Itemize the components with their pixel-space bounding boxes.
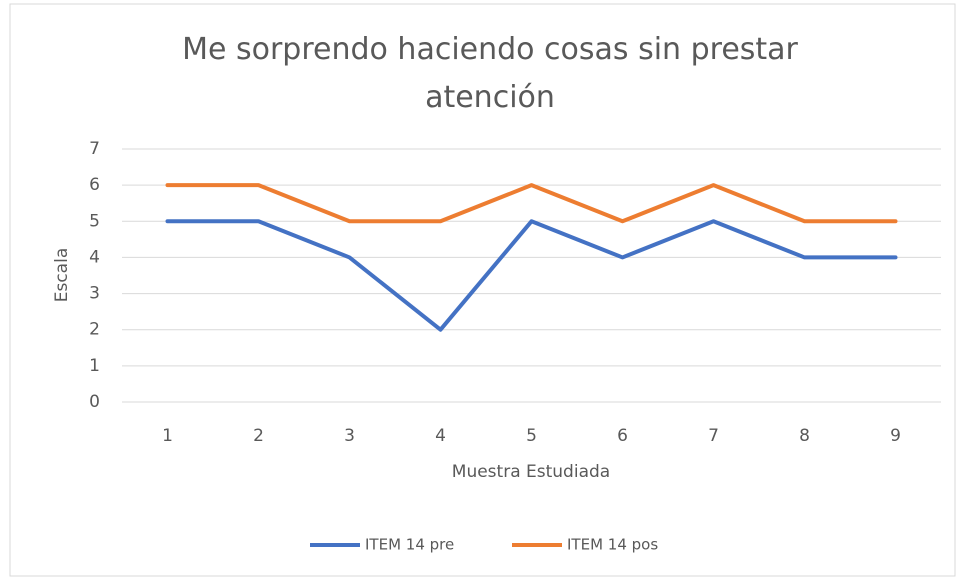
legend-label: ITEM 14 pre	[365, 536, 454, 554]
y-tick-label: 2	[89, 320, 100, 340]
x-axis-label: Muestra Estudiada	[452, 462, 610, 482]
x-tick-label: 8	[799, 426, 810, 446]
series-line	[165, 183, 898, 224]
chart-title: Me sorprendo haciendo cosas sin prestar …	[182, 32, 798, 115]
x-tick-label: 4	[435, 426, 446, 446]
x-tick-label: 3	[344, 426, 355, 446]
y-tick-label: 6	[89, 175, 100, 195]
y-tick-label: 7	[89, 139, 100, 159]
x-tick-label: 6	[617, 426, 628, 446]
series-line	[165, 219, 898, 332]
chart-border	[9, 3, 956, 577]
x-tick-label: 2	[253, 426, 264, 446]
x-tick-label: 7	[708, 426, 719, 446]
x-tick-label: 5	[526, 426, 537, 446]
legend-label: ITEM 14 pos	[567, 536, 658, 554]
y-tick-label: 3	[89, 284, 100, 304]
y-tick-label: 1	[89, 356, 100, 376]
y-axis-label: Escala	[52, 248, 72, 303]
x-tick-label: 1	[162, 426, 173, 446]
y-tick-label: 5	[89, 211, 100, 231]
y-tick-label: 0	[89, 392, 100, 412]
x-tick-label: 9	[890, 426, 901, 446]
y-tick-label: 4	[89, 247, 100, 267]
